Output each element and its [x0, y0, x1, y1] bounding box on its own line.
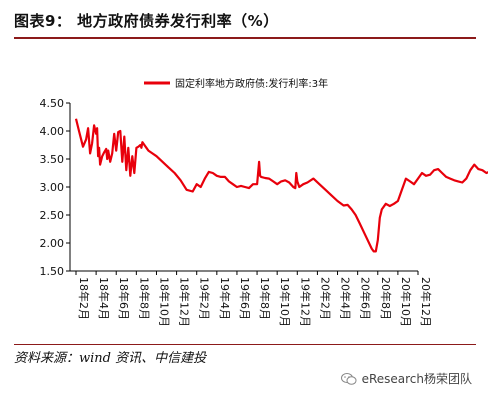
x-tick-label: 20年10月	[399, 277, 413, 327]
figure-title: 图表9： 地方政府债券发行利率（%）	[14, 12, 279, 30]
x-axis-ticks: 18年2月 18年4月 18年6月 18年8月 18年10月 18年12月 19年2月 19年…	[75, 271, 433, 327]
y-tick-label: 2.50	[40, 209, 65, 222]
y-axis-ticks: 1.50 2.00 2.50 3.00 3.50 4.00 4.50	[40, 97, 70, 278]
x-tick-label: 20年8月	[379, 277, 393, 320]
x-tick-label: 19年2月	[198, 277, 212, 320]
x-tick-label: 20年2月	[318, 277, 332, 320]
watermark-text: eResearch杨荣团队	[361, 372, 472, 386]
x-tick-label: 18年6月	[117, 277, 131, 320]
wechat-icon	[340, 372, 357, 385]
source-note: 资料来源：wind 资讯、中信建投	[14, 351, 207, 366]
x-tick-label: 20年6月	[359, 277, 373, 320]
y-tick-label: 4.50	[40, 97, 65, 110]
x-tick-label: 20年12月	[419, 277, 433, 327]
source-divider	[14, 344, 476, 345]
x-tick-label: 19年10月	[278, 277, 292, 327]
x-tick-label: 18年8月	[137, 277, 151, 320]
y-tick-label: 1.50	[40, 265, 65, 278]
y-tick-label: 3.00	[40, 181, 65, 194]
legend-label: 固定利率地方政府债:发行利率:3年	[175, 77, 328, 90]
x-tick-label: 19年8月	[258, 277, 272, 320]
y-tick-label: 3.50	[40, 153, 65, 166]
x-tick-label: 18年10月	[157, 277, 171, 327]
title-divider	[14, 37, 476, 39]
chart-legend: 固定利率地方政府债:发行利率:3年	[144, 77, 328, 90]
y-tick-label: 4.00	[40, 125, 65, 138]
x-tick-label: 19年4月	[218, 277, 232, 320]
y-tick-label: 2.00	[40, 237, 65, 250]
watermark: eResearch杨荣团队	[340, 370, 472, 387]
x-tick-label: 18年2月	[77, 277, 91, 320]
x-tick-label: 19年6月	[238, 277, 252, 320]
x-tick-label: 20年4月	[339, 277, 353, 320]
x-tick-label: 18年4月	[97, 277, 111, 320]
series-line	[74, 118, 488, 253]
x-tick-label: 19年12月	[298, 277, 312, 327]
x-tick-label: 18年12月	[178, 277, 192, 327]
